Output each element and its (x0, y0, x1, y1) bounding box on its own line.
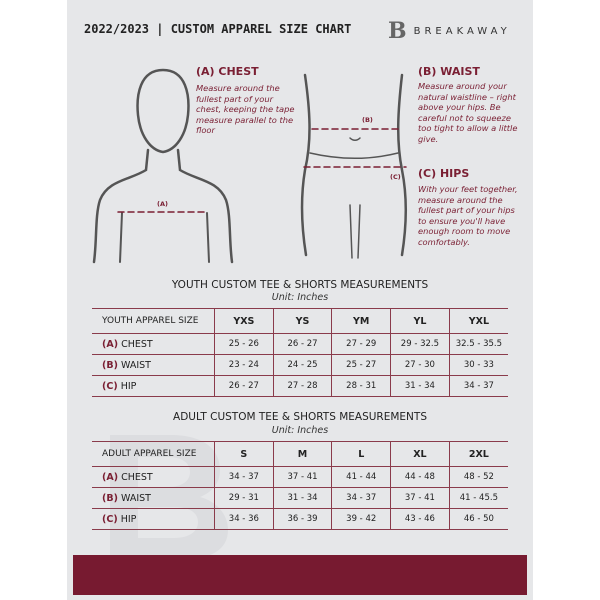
row-name: CHEST (121, 471, 153, 483)
table-header-row: YOUTH APPAREL SIZE YXS YS YM YL YXL (92, 308, 508, 334)
head-outline (136, 68, 190, 154)
row-letter: (A) (102, 471, 119, 483)
size-header: 2XL (448, 441, 508, 467)
row-label: (A) CHEST (92, 466, 215, 488)
measurement-cell: 30 - 33 (448, 354, 508, 376)
measurement-cell: 46 - 50 (448, 508, 508, 530)
chest-description: Measure around the fullest part of your … (196, 83, 295, 135)
row-letter: (C) (102, 513, 118, 525)
measurement-cell: 27 - 30 (390, 354, 450, 376)
row-letter: (A) (102, 338, 119, 350)
measurement-cell: 29 - 31 (214, 487, 274, 509)
page-title: 2022/2023 | CUSTOM APPAREL SIZE CHART (84, 22, 352, 36)
arm-left (119, 212, 123, 263)
size-header: YXL (448, 308, 508, 334)
measurement-cell: 27 - 28 (272, 375, 332, 397)
measurement-cell: 37 - 41 (272, 466, 332, 488)
adult-table-title: ADULT CUSTOM TEE & SHORTS MEASUREMENTS (173, 411, 427, 423)
waist-description: Measure around your natural waistline – … (418, 81, 518, 144)
navel (349, 137, 361, 141)
youth-table-unit: Unit: Inches (271, 292, 329, 303)
size-header: YXS (214, 308, 274, 334)
waist-marker: (B) (362, 116, 373, 124)
measurement-cell: 44 - 48 (390, 466, 450, 488)
logo-mark: B (388, 18, 407, 44)
measurement-cell: 43 - 46 (390, 508, 450, 530)
torso-right (176, 148, 234, 264)
table-row: (A) CHEST 34 - 37 37 - 41 41 - 44 44 - 48 48 … (92, 466, 508, 488)
row-label: (A) CHEST (92, 333, 215, 355)
row-letter: (B) (102, 359, 118, 371)
row-name: WAIST (120, 492, 151, 504)
footer-bar (73, 555, 527, 595)
row-name: CHEST (121, 338, 153, 350)
row-label: (B) WAIST (92, 487, 215, 509)
hips-heading: (C) HIPS (418, 167, 470, 180)
size-header: M (272, 441, 332, 467)
measurement-cell: 34 - 36 (214, 508, 274, 530)
table-row: (A) CHEST 25 - 26 26 - 27 27 - 29 29 - 32.5 3… (92, 333, 508, 355)
waist-heading: (B) WAIST (418, 65, 480, 78)
hip-marker: (C) (390, 173, 401, 181)
measurement-cell: 31 - 34 (390, 375, 450, 397)
youth-table-title: YOUTH CUSTOM TEE & SHORTS MEASUREMENTS (171, 279, 429, 291)
measurement-cell: 24 - 25 (272, 354, 332, 376)
measurement-cell: 31 - 34 (272, 487, 332, 509)
table-row: (C) HIP 26 - 27 27 - 28 28 - 31 31 - 34 34 - … (92, 375, 508, 397)
measurement-cell: 25 - 26 (214, 333, 274, 355)
measurement-cell: 48 - 52 (448, 466, 508, 488)
size-header: YS (272, 308, 332, 334)
measurement-cell: 23 - 24 (214, 354, 274, 376)
row-name: HIP (120, 513, 137, 525)
adult-size-table: ADULT APPAREL SIZE S M L XL 2XL (A) CHES… (92, 441, 508, 530)
table-row: (B) WAIST 23 - 24 24 - 25 25 - 27 27 - 30 30 … (92, 354, 508, 376)
measurement-cell: 41 - 45.5 (448, 487, 508, 509)
size-header: YL (390, 308, 450, 334)
measurement-cell: 32.5 - 35.5 (448, 333, 508, 355)
waist-left (300, 73, 311, 257)
measurement-cell: 36 - 39 (272, 508, 332, 530)
body-illustrations (92, 68, 407, 264)
measurement-cell: 29 - 32.5 (390, 333, 450, 355)
header-label: ADULT APPAREL SIZE (92, 441, 215, 467)
measurement-cell: 37 - 41 (390, 487, 450, 509)
header-label: YOUTH APPAREL SIZE (92, 308, 215, 334)
table-header-row: ADULT APPAREL SIZE S M L XL 2XL (92, 441, 508, 467)
hips-description: With your feet together, measure around … (418, 184, 518, 247)
belt-curve (309, 152, 399, 159)
row-label: (C) HIP (92, 375, 215, 397)
row-name: WAIST (120, 359, 151, 371)
brand-logo: B BREAKAWAY (388, 20, 511, 42)
size-header: YM (331, 308, 391, 334)
adult-table-unit: Unit: Inches (271, 425, 329, 436)
measurement-cell: 26 - 27 (214, 375, 274, 397)
leg-inner (349, 204, 361, 259)
size-header: L (331, 441, 391, 467)
row-label: (C) HIP (92, 508, 215, 530)
size-header: XL (390, 441, 450, 467)
table-row: (C) HIP 34 - 36 36 - 39 39 - 42 43 - 46 46 - … (92, 508, 508, 530)
row-letter: (B) (102, 492, 118, 504)
logo-text: BREAKAWAY (413, 25, 511, 37)
measurement-cell: 41 - 44 (331, 466, 391, 488)
youth-size-table: YOUTH APPAREL SIZE YXS YS YM YL YXL (A) … (92, 308, 508, 397)
row-letter: (C) (102, 380, 118, 392)
measurement-cell: 28 - 31 (331, 375, 391, 397)
row-label: (B) WAIST (92, 354, 215, 376)
table-row: (B) WAIST 29 - 31 31 - 34 34 - 37 37 - 41 41 … (92, 487, 508, 509)
measurement-cell: 34 - 37 (448, 375, 508, 397)
arm-right (206, 212, 210, 263)
torso-left (92, 148, 150, 264)
row-name: HIP (120, 380, 137, 392)
measurement-cell: 25 - 27 (331, 354, 391, 376)
chest-marker: (A) (157, 200, 168, 208)
measurement-cell: 34 - 37 (214, 466, 274, 488)
chest-heading: (A) CHEST (196, 65, 259, 78)
measurement-cell: 34 - 37 (331, 487, 391, 509)
waist-right (397, 73, 407, 257)
measurement-cell: 26 - 27 (272, 333, 332, 355)
measurement-cell: 39 - 42 (331, 508, 391, 530)
measurement-cell: 27 - 29 (331, 333, 391, 355)
size-header: S (214, 441, 274, 467)
